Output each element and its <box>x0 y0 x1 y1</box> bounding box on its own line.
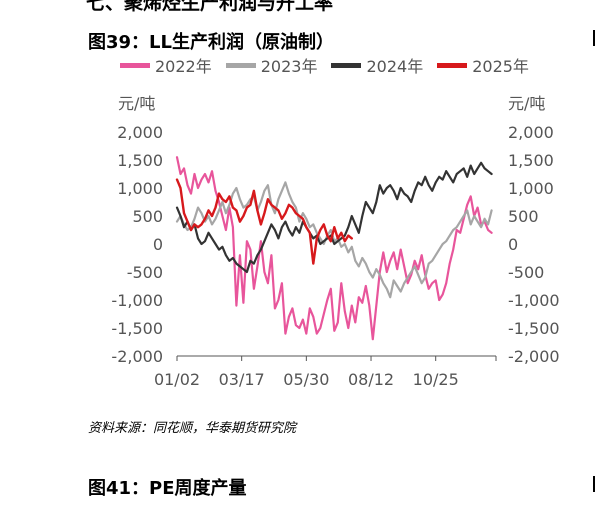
y-tick-label-left: -2,000 <box>111 347 163 366</box>
y-tick-label-right: -1,500 <box>508 319 560 338</box>
x-tick-label: 08/12 <box>348 370 394 389</box>
right-axis-unit: 元/吨 <box>508 94 546 113</box>
x-tick-label: 03/17 <box>219 370 265 389</box>
figure-title: 图39：LL生产利润（原油制） <box>88 32 334 53</box>
page-edge-mark <box>593 476 595 492</box>
page-edge-mark <box>593 30 595 46</box>
series-line-2024 <box>175 161 493 274</box>
y-tick-label-left: -500 <box>127 263 163 282</box>
legend-item-2023: 2023年 <box>225 53 318 77</box>
y-tick-label-left: 500 <box>132 207 163 226</box>
y-tick-label-right: 500 <box>508 207 539 226</box>
y-tick-label-right: 1,000 <box>508 179 554 198</box>
y-tick-label-left: -1,000 <box>111 291 163 310</box>
y-tick-label-right: -2,000 <box>508 347 560 366</box>
series-line-2022 <box>175 156 493 341</box>
legend-label-2022: 2022年 <box>155 57 212 76</box>
left-axis-unit: 元/吨 <box>118 94 156 113</box>
y-tick-label-right: 0 <box>508 235 518 254</box>
y-tick-label-left: 0 <box>153 235 163 254</box>
legend-swatch-2023 <box>225 62 256 68</box>
x-tick-label: 05/30 <box>283 370 329 389</box>
legend-item-2024: 2024年 <box>331 53 423 77</box>
legend-item-2022: 2022年 <box>120 53 212 77</box>
legend-swatch-2025 <box>437 62 468 68</box>
series-line-2025 <box>175 178 353 265</box>
legend-swatch-2024 <box>331 62 362 68</box>
y-tick-label-left: 1,500 <box>117 151 163 170</box>
y-tick-label-right: -1,000 <box>508 291 560 310</box>
x-tick-label: 10/25 <box>413 370 459 389</box>
x-tick-label: 01/02 <box>154 370 200 389</box>
y-tick-label-left: 2,000 <box>117 123 163 142</box>
y-tick-label-right: 2,000 <box>508 123 554 142</box>
section-title: 七、聚烯烃生产利润与开工率 <box>86 0 334 14</box>
y-tick-label-left: 1,000 <box>117 179 163 198</box>
source-note: 资料来源：同花顺，华泰期货研究院 <box>88 421 297 436</box>
legend-label-2024: 2024年 <box>366 57 424 76</box>
chart-legend: 2022年 2023年 2024年 2025年 <box>120 54 529 76</box>
legend-item-2025: 2025年 <box>437 53 529 77</box>
y-tick-label-right: 1,500 <box>508 151 554 170</box>
legend-swatch-2022 <box>120 62 150 68</box>
legend-label-2025: 2025年 <box>472 57 529 76</box>
legend-label-2023: 2023年 <box>260 57 318 76</box>
y-tick-label-left: -1,500 <box>111 319 163 338</box>
next-figure-title: 图41：PE周度产量 <box>88 478 247 499</box>
y-tick-label-right: -500 <box>508 263 544 282</box>
